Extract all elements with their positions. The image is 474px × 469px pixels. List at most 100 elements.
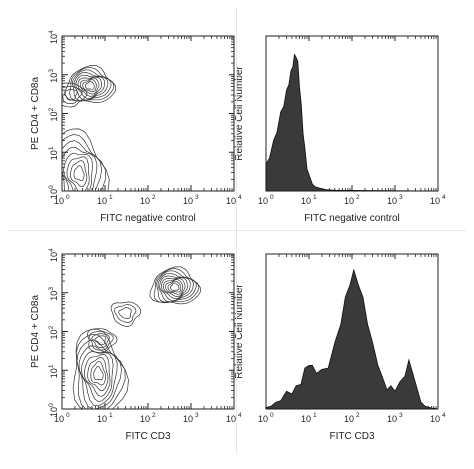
y-axis-title: PE CD4 + CD8a [30,295,41,369]
plot-frame [61,35,235,192]
contour-line [167,280,182,293]
x-tick-label: 10 [183,196,193,206]
contour-line [73,165,85,182]
contour-line [161,277,188,300]
y-tick-exponent: 2 [48,325,55,329]
y-tick-label: 10 [49,34,59,44]
y-tick-label: 10 [49,291,59,301]
contour-line [156,270,197,303]
contour-line [84,354,111,397]
x-tick-label: 10 [301,196,311,206]
y-tick-label: 10 [49,368,59,378]
x-tick-label: 10 [258,414,268,424]
contour-line [89,330,114,351]
x-tick-label: 10 [97,196,107,206]
contour-line [78,345,118,407]
y-tick-label: 10 [49,329,59,339]
x-tick-exponent: 2 [356,194,360,201]
x-tick-label: 10 [387,414,397,424]
x-tick-label: 10 [183,414,193,424]
x-tick-label: 10 [344,196,354,206]
x-tick-exponent: 4 [442,412,446,419]
contour-line [87,356,109,391]
x-tick-exponent: 4 [238,412,242,419]
x-axis-title: FITC negative control [304,213,400,224]
contour-line [62,146,98,191]
contour-line [69,66,115,102]
x-tick-label: 10 [97,414,107,424]
x-tick-exponent: 1 [109,412,113,419]
y-axis-title: Relative Cell Number [234,284,245,379]
contour-line [149,266,201,305]
y-tick-exponent: 4 [48,248,55,252]
y-tick-exponent: 3 [48,69,55,73]
y-tick-exponent: 4 [48,30,55,34]
vertical-divider [236,8,237,454]
y-tick-label: 10 [49,111,59,121]
contour-line [66,156,90,191]
contour-group [62,65,117,191]
x-tick-exponent: 4 [238,194,242,201]
contour-line [62,128,110,191]
histogram-area [265,53,439,192]
x-tick-exponent: 1 [109,194,113,201]
y-axis-title: PE CD4 + CD8a [30,77,41,151]
y-tick-exponent: 1 [48,364,55,368]
x-tick-exponent: 0 [270,412,274,419]
contour-line [170,282,180,291]
x-tick-label: 10 [226,414,236,424]
contour-line [76,339,122,409]
x-tick-label: 10 [301,414,311,424]
x-tick-exponent: 3 [195,412,199,419]
contour-line [75,333,126,409]
x-axis-title: FITC CD3 [126,431,171,442]
x-tick-exponent: 0 [66,194,70,201]
x-tick-exponent: 3 [195,194,199,201]
contour-line [62,140,103,191]
contour-line [114,304,137,323]
x-tick-label: 10 [430,414,440,424]
x-tick-exponent: 0 [270,194,274,201]
x-tick-exponent: 1 [313,194,317,201]
contour-line [79,77,100,95]
x-tick-label: 10 [226,196,236,206]
x-tick-label: 10 [258,196,268,206]
contour-line [163,278,186,298]
plot-frame [61,253,235,410]
contour-line [90,361,107,386]
x-tick-label: 10 [140,414,150,424]
x-tick-exponent: 1 [313,412,317,419]
y-tick-label: 10 [49,150,59,160]
y-axis-title: Relative Cell Number [234,66,245,161]
y-tick-exponent: 0 [48,185,55,189]
y-tick-label: 10 [49,189,59,199]
x-tick-exponent: 3 [399,194,403,201]
x-tick-exponent: 4 [442,194,446,201]
contour-line [62,134,106,191]
y-tick-label: 10 [49,73,59,83]
x-tick-label: 10 [54,414,64,424]
contour-line [153,268,200,304]
y-tick-exponent: 0 [48,403,55,407]
contour-line [84,81,95,90]
x-tick-label: 10 [387,196,397,206]
contour-line [63,89,78,101]
x-tick-label: 10 [54,196,64,206]
contour-line [82,79,97,92]
x-axis-title: FITC CD3 [330,431,375,442]
x-tick-exponent: 3 [399,412,403,419]
histogram-area [265,268,439,410]
contour-line [94,335,107,346]
y-tick-label: 10 [49,407,59,417]
x-tick-label: 10 [140,196,150,206]
x-tick-exponent: 2 [356,412,360,419]
contour-line [159,275,191,301]
contour-line [72,328,129,409]
y-tick-exponent: 2 [48,107,55,111]
contour-line [71,69,112,102]
x-tick-label: 10 [430,196,440,206]
